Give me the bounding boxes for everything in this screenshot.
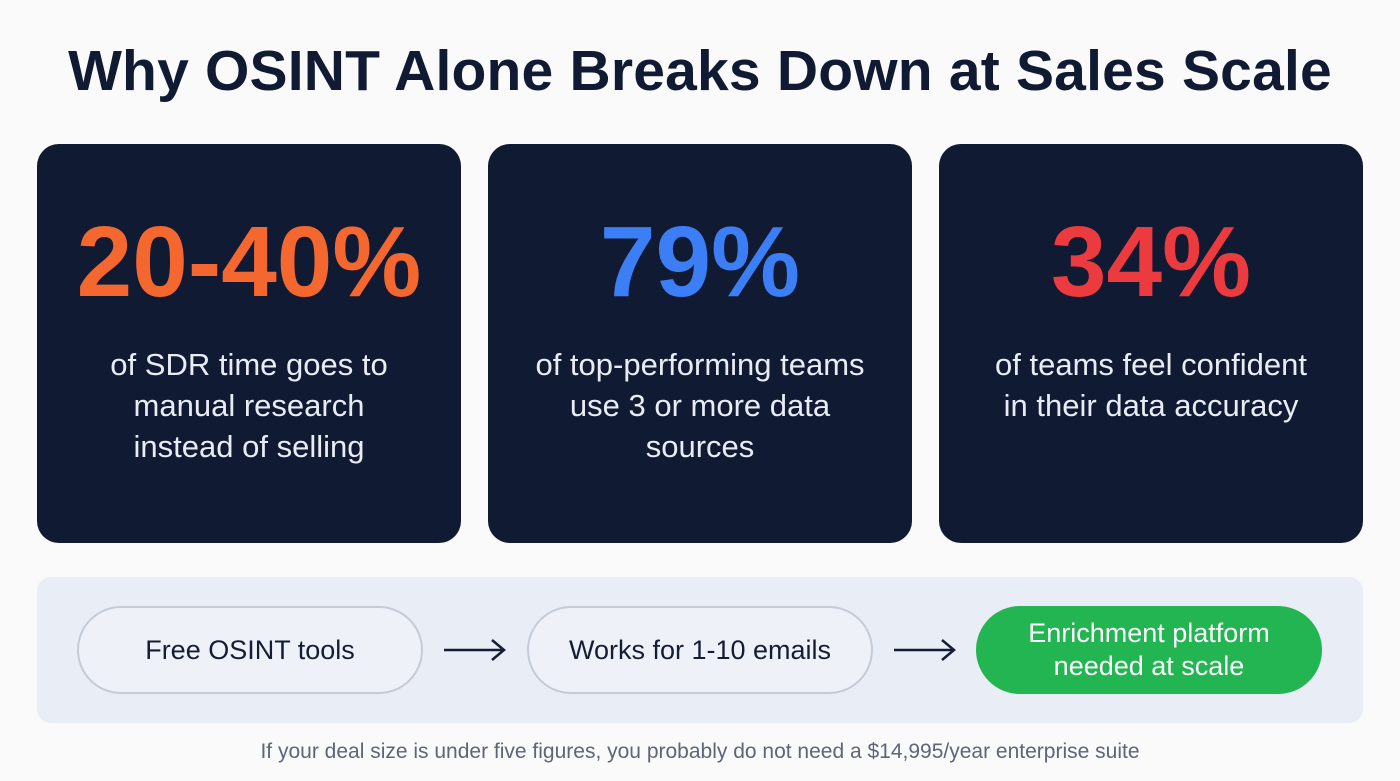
stat-value: 34% <box>1050 206 1252 318</box>
stat-description: of teams feel confident in their data ac… <box>995 347 1307 423</box>
stat-description: of top-performing teams use 3 or more da… <box>535 347 865 464</box>
flow-step-works-for-few-emails: Works for 1-10 emails <box>527 606 873 694</box>
stat-value: 79% <box>599 206 801 318</box>
flow-step-label: Enrichment platform needed at scale <box>1028 618 1270 681</box>
stat-value: 20-40% <box>76 206 422 318</box>
stat-card-data-sources: 79% of top-performing teams use 3 or mor… <box>488 144 912 543</box>
arrow-right-icon <box>894 639 956 661</box>
stat-card-data-confidence: 34% of teams feel confident in their dat… <box>939 144 1363 543</box>
flow-step-free-osint-tools: Free OSINT tools <box>77 606 423 694</box>
arrow-right-icon <box>444 639 506 661</box>
footnote: If your deal size is under five figures,… <box>260 740 1140 763</box>
page-title: Why OSINT Alone Breaks Down at Sales Sca… <box>68 39 1332 103</box>
scale-flow-panel: Free OSINT tools Works for 1-10 emails E… <box>37 577 1363 723</box>
stat-description: of SDR time goes to manual research inst… <box>110 347 388 464</box>
flow-step-label: Free OSINT tools <box>145 634 355 665</box>
flow-step-enrichment-platform: Enrichment platform needed at scale <box>976 606 1322 694</box>
stat-card-sdr-time: 20-40% of SDR time goes to manual resear… <box>37 144 461 543</box>
flow-step-label: Works for 1-10 emails <box>568 634 832 665</box>
